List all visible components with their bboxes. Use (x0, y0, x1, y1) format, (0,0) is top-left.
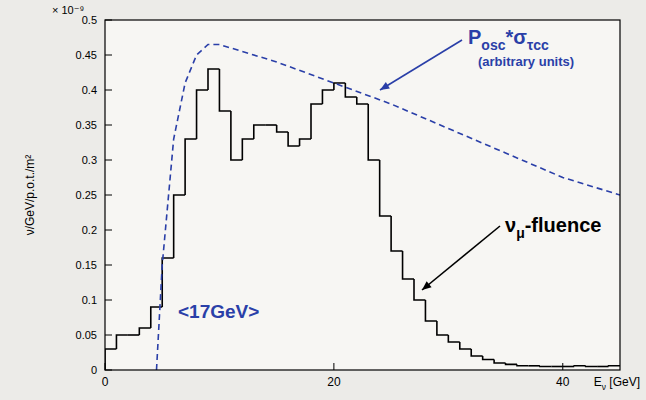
marks (105, 45, 620, 371)
histogram-bin (162, 258, 173, 307)
histogram-bin (425, 300, 436, 321)
histogram-bin (551, 366, 562, 368)
histogram-bin (460, 342, 471, 349)
y-tick-label: 0 (91, 364, 97, 376)
histogram-bin (380, 160, 391, 216)
histogram-bin (448, 335, 459, 342)
y-tick-label: 0.3 (82, 154, 97, 166)
histogram-bin (494, 360, 505, 364)
x-tick (333, 363, 334, 370)
histogram-bin (574, 365, 585, 367)
histogram-bin (116, 335, 127, 349)
histogram-bin (471, 349, 482, 356)
y-tick-label: 0.4 (82, 84, 97, 96)
histogram-bin (277, 125, 288, 132)
histogram-bin (311, 104, 322, 139)
arrow-head (380, 82, 390, 90)
histogram-bin (403, 251, 414, 279)
arrow-line (380, 40, 462, 90)
histogram-bin (368, 104, 379, 160)
histogram-bin (391, 216, 402, 251)
histogram-bin (586, 365, 597, 367)
histogram-bin (597, 366, 608, 368)
text-part: [GeV] (606, 375, 640, 389)
arrow-head (422, 281, 432, 290)
plot-area (105, 20, 620, 370)
text-part: ν (505, 214, 516, 236)
x-axis-title: Eν [GeV] (594, 375, 640, 392)
histogram-bin (197, 90, 208, 139)
histogram-bin (265, 124, 276, 126)
y-tick-label: 0.1 (82, 294, 97, 306)
histogram-bin (208, 69, 219, 90)
annotation: νμ-fluence (505, 214, 601, 241)
y-tick (105, 265, 112, 266)
histogram-bin (219, 69, 230, 111)
y-tick-label: 0.35 (76, 119, 97, 131)
frame (105, 20, 620, 370)
text-part: <17GeV> (178, 301, 259, 322)
arrow-line (422, 226, 500, 290)
histogram-bin (322, 90, 333, 104)
histogram-bin (185, 139, 196, 195)
x-tick-label: 0 (102, 375, 109, 389)
histogram-bin (174, 195, 185, 258)
y-tick-label: 0.25 (76, 189, 97, 201)
histogram-bin (242, 139, 253, 160)
y-tick (105, 90, 112, 91)
y-tick (105, 335, 112, 336)
histogram-bin (139, 328, 150, 335)
y-tick (105, 160, 112, 161)
text-part: -fluence (525, 214, 602, 236)
curve (157, 45, 621, 371)
y-multiplier: × 10⁻⁹ (52, 4, 84, 16)
y-tick (105, 195, 112, 196)
histogram-bin (254, 125, 265, 139)
text-part: (arbitrary units) (478, 54, 574, 69)
subscript: τcc (527, 37, 549, 53)
y-tick (105, 300, 112, 301)
histogram-bin (105, 349, 116, 370)
annotation: (arbitrary units) (478, 54, 574, 69)
y-tick-label: 0.2 (82, 224, 97, 236)
histogram-bin (563, 366, 574, 368)
histogram-bin (506, 363, 517, 364)
y-tick (105, 125, 112, 126)
y-tick-label: 0.15 (76, 259, 97, 271)
annotation: <17GeV> (178, 301, 259, 322)
histogram-bin (517, 364, 528, 365)
y-axis-title: ν/GeV/p.o.t./m² (23, 155, 37, 236)
histogram-bin (609, 365, 620, 367)
x-tick-label: 20 (327, 375, 341, 389)
subscript: osc (481, 37, 505, 53)
text-part: E (594, 375, 602, 389)
x-tick-label: 40 (556, 375, 570, 389)
y-tick (105, 230, 112, 231)
annotation: Posc*στcc (468, 26, 549, 53)
histogram-bin (483, 356, 494, 360)
histogram-bin (288, 132, 299, 146)
y-tick (105, 55, 112, 56)
text-part: *σ (505, 26, 527, 48)
subscript: μ (516, 225, 525, 241)
histogram-bin (528, 365, 539, 367)
histogram-bin (437, 321, 448, 335)
y-tick-label: 0.05 (76, 329, 97, 341)
histogram-bin (231, 111, 242, 160)
chart: 00.050.10.150.20.250.30.350.40.450.50204… (0, 0, 646, 400)
y-tick-label: 0.45 (76, 49, 97, 61)
text-part: P (468, 26, 481, 48)
histogram-bin (357, 97, 368, 104)
histogram-bin (300, 139, 311, 146)
histogram-bin (334, 83, 345, 90)
histogram-bin (151, 307, 162, 328)
histogram-bin (128, 334, 139, 336)
histogram-bin (540, 365, 551, 367)
